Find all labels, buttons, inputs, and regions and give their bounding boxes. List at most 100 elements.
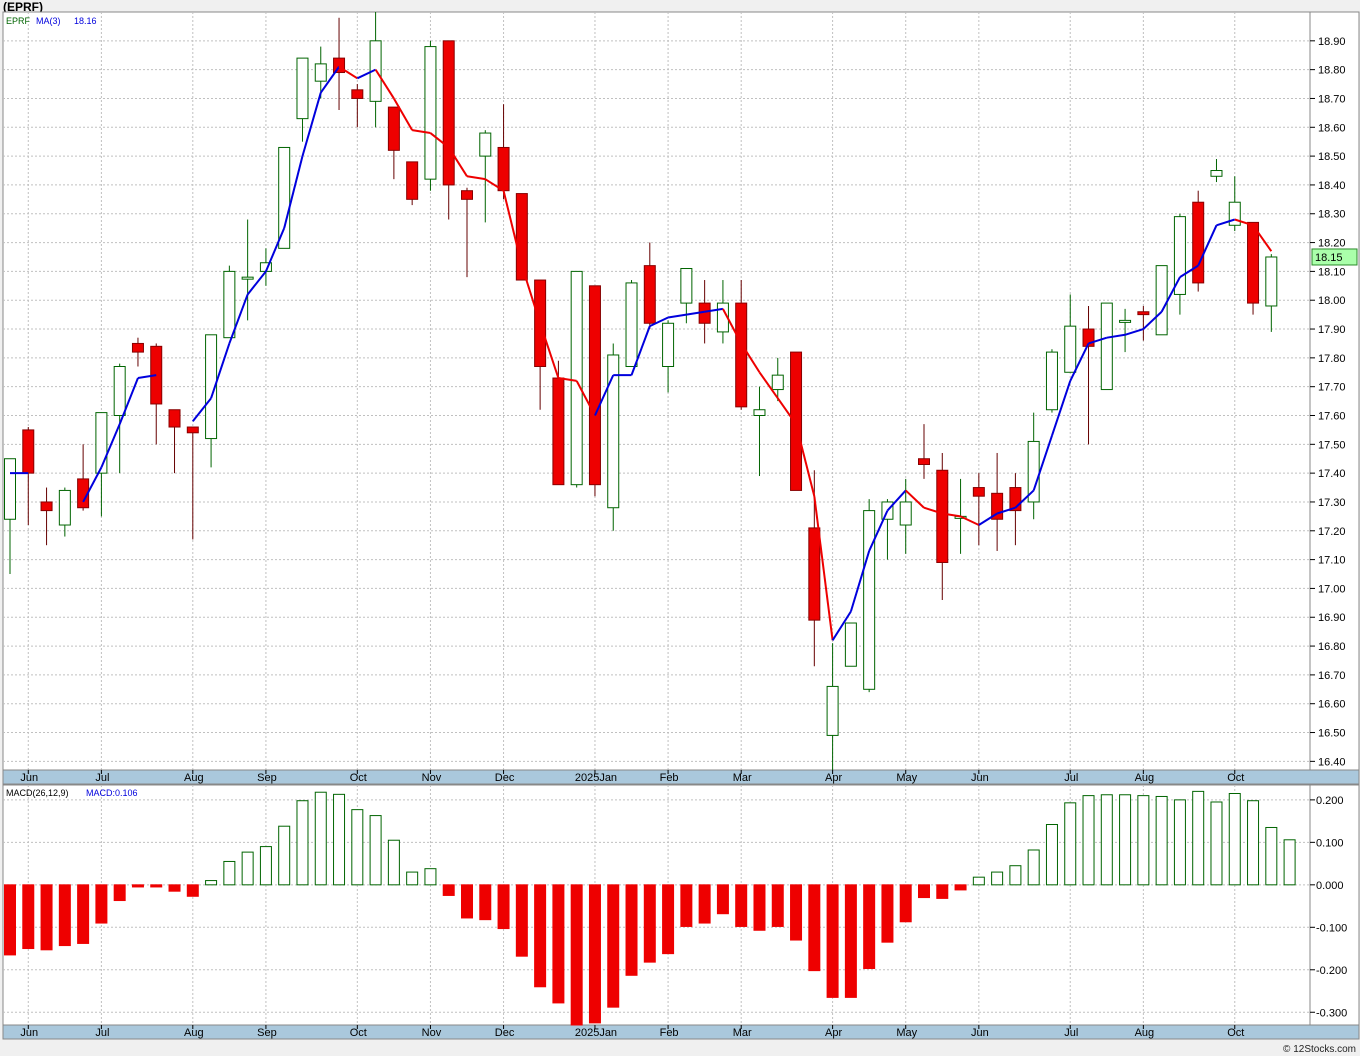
macd-bar-negative (461, 884, 473, 919)
chart-title: (EPRF) (3, 0, 43, 14)
candle-down (461, 190, 473, 200)
macd-legend-label: MACD(26,12,9) (6, 788, 69, 798)
ma-segment (1160, 276, 1181, 313)
candle-down (22, 429, 35, 474)
candle-up (1210, 170, 1223, 177)
macd-month-label: Oct (1227, 1027, 1244, 1039)
macd-bar-positive (1210, 801, 1223, 886)
ma-segment (740, 342, 761, 373)
macd-grid (2, 784, 1311, 1026)
macd-bar-negative (168, 884, 181, 892)
candle-up (1155, 265, 1168, 336)
ma-segment (393, 97, 414, 131)
ma-segment (338, 65, 358, 80)
macd-month-label: Jul (1064, 1027, 1078, 1039)
ma-segment (686, 310, 705, 316)
month-label: May (896, 772, 917, 784)
candle-up (1064, 325, 1077, 373)
candle-down (1009, 487, 1022, 512)
candle-up (1173, 216, 1186, 295)
candle-up (95, 412, 108, 474)
ma-segment (575, 380, 596, 416)
ma-segment (264, 227, 286, 272)
ma-segment (1088, 336, 1108, 345)
macd-bar-positive (1082, 795, 1095, 886)
ma-segment (667, 313, 687, 319)
price-y-tick-label: 18.10 (1318, 266, 1346, 278)
candle-down (1137, 311, 1150, 316)
macd-bar-negative (570, 884, 583, 1026)
candle-down (351, 89, 364, 99)
macd-bar-negative (881, 884, 894, 943)
price-y-tick-label: 17.50 (1318, 439, 1346, 451)
ma-segment (795, 423, 816, 497)
month-label: Mar (733, 772, 752, 784)
price-y-tick-label: 17.00 (1318, 583, 1346, 595)
macd-bar-negative (844, 884, 857, 998)
candle-up (223, 270, 236, 339)
candle-down (1082, 328, 1095, 347)
ma-segment (447, 146, 468, 177)
month-label: Jun (20, 772, 38, 784)
macd-bar-negative (95, 884, 108, 924)
macd-month-label: Feb (660, 1027, 679, 1039)
price-y-tick-label: 18.60 (1318, 122, 1346, 134)
macd-bar-negative (863, 884, 876, 970)
ma-segment (228, 294, 249, 344)
month-label: Dec (495, 772, 515, 784)
macd-bar-positive (351, 809, 364, 886)
macd-month-label: May (896, 1027, 917, 1039)
price-y-tick-label: 17.90 (1318, 324, 1346, 336)
candle-up (296, 57, 309, 120)
candle-down (972, 487, 985, 497)
ma-segment (502, 190, 523, 266)
month-label: Jun (971, 772, 989, 784)
price-legend: EPRF MA(3) 18.16 (6, 16, 97, 26)
candle-up (625, 282, 638, 368)
macd-legend: MACD(26,12,9) MACD:0.106 (6, 788, 138, 798)
macd-bar-negative (588, 884, 601, 1024)
legend-ma-value: 18.16 (74, 16, 97, 26)
ma-segment (1142, 311, 1163, 330)
macd-bar-positive (1045, 824, 1058, 886)
month-label: Jul (1064, 772, 1078, 784)
candle-up (662, 322, 675, 368)
macd-bar-negative (479, 884, 492, 921)
month-label: Nov (422, 772, 442, 784)
price-y-tick-label: 18.40 (1318, 180, 1346, 192)
candle-down (515, 193, 528, 281)
price-y-tick-label: 18.30 (1318, 209, 1346, 221)
ma-segment (283, 155, 304, 229)
legend-symbol: EPRF (6, 16, 31, 26)
ma-segment (1014, 489, 1035, 509)
macd-bar-positive (1155, 795, 1168, 886)
macd-bar-negative (918, 884, 930, 899)
candle-down (643, 265, 656, 324)
macd-bar-positive (424, 868, 437, 886)
ma-segment (776, 397, 797, 425)
macd-month-label: Oct (350, 1027, 367, 1039)
month-label: Sep (257, 772, 277, 784)
ma-segment (484, 178, 505, 192)
macd-bar-negative (22, 884, 35, 950)
candle-up (1265, 256, 1278, 307)
macd-bar-positive (1119, 794, 1132, 886)
macd-month-axis: Jun Jul Aug Sep Oct Nov Dec 2025Jan Feb Mar Apr May… (2, 1024, 1360, 1040)
macd-bar-negative (643, 884, 656, 963)
price-y-tick-label: 17.40 (1318, 468, 1346, 480)
macd-bar-positive (1100, 794, 1113, 886)
macd-month-label: Aug (184, 1027, 204, 1039)
ma-segment (1234, 218, 1254, 227)
ma-segment (356, 68, 377, 80)
macd-bar-negative (77, 884, 90, 944)
candle-up (826, 685, 839, 736)
macd-bar-negative (808, 884, 821, 972)
candle-down (186, 426, 199, 434)
macd-bar-positive (259, 846, 272, 886)
macd-bar-negative (936, 884, 949, 899)
macd-bar-positive (1192, 790, 1205, 886)
ma-segment (210, 343, 231, 399)
ma-segment (466, 175, 486, 181)
price-y-tick-label: 16.90 (1318, 612, 1346, 624)
candle-down (333, 57, 346, 74)
